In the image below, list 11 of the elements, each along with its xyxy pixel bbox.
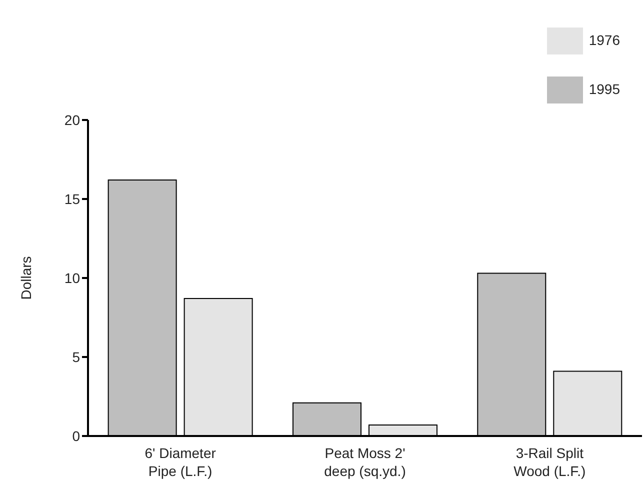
y-tick-label: 15 xyxy=(64,190,80,207)
y-tick-label: 10 xyxy=(64,270,80,286)
legend-label: 1976 xyxy=(588,32,620,48)
y-tick-label: 0 xyxy=(72,428,80,444)
x-tick-label: Peat Moss 2' deep (sq.yd.) xyxy=(324,445,406,479)
y-axis-title: Dollars xyxy=(18,256,34,300)
y-tick-label: 20 xyxy=(64,112,80,128)
x-tick-label: 6' Diameter Pipe (L.F.) xyxy=(144,445,216,479)
y-tick-label: 5 xyxy=(72,348,80,365)
x-tick-label: 3-Rail Split Wood (L.F.) xyxy=(514,445,586,479)
legend-label: 1995 xyxy=(588,81,620,97)
